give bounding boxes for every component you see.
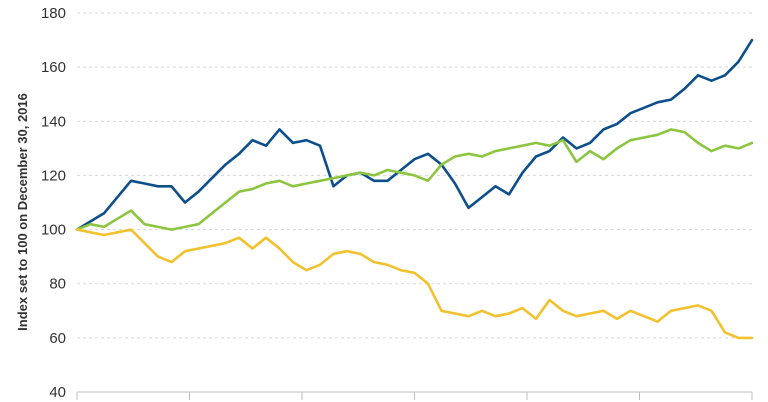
series-line-0 <box>75 38 754 231</box>
y-tick-label-120: 120 <box>41 167 66 184</box>
x-axis <box>76 391 753 400</box>
y-axis-title: Index set to 100 on December 30, 2016 <box>15 93 30 331</box>
y-tick-labels: 40 60 80 100 120 140 160 180 <box>41 5 66 401</box>
y-tick-label-80: 80 <box>49 276 66 293</box>
series-lines <box>75 38 754 340</box>
y-tick-label-100: 100 <box>41 222 66 239</box>
y-tick-label-160: 160 <box>41 59 66 76</box>
y-tick-label-40: 40 <box>49 384 66 401</box>
y-tick-label-60: 60 <box>49 330 66 347</box>
series-line-1 <box>75 128 754 231</box>
y-tick-label-180: 180 <box>41 5 66 22</box>
y-tick-label-140: 140 <box>41 113 66 130</box>
series-line-2 <box>75 228 754 340</box>
